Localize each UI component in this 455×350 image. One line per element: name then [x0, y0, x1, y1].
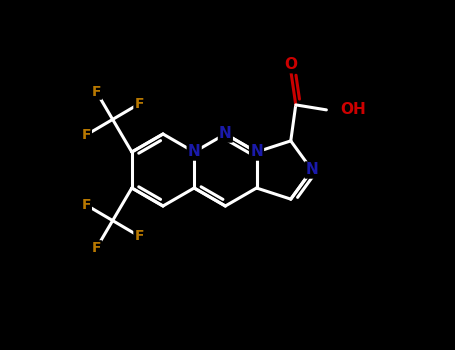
Text: OH: OH — [340, 103, 366, 117]
Text: N: N — [306, 162, 318, 177]
Text: F: F — [91, 241, 101, 255]
Text: O: O — [284, 57, 297, 72]
Text: F: F — [81, 128, 91, 142]
Text: F: F — [134, 229, 144, 243]
Text: N: N — [250, 145, 263, 160]
Text: F: F — [91, 85, 101, 99]
Text: N: N — [219, 126, 232, 141]
Text: N: N — [188, 145, 201, 160]
Text: F: F — [81, 198, 91, 212]
Text: F: F — [134, 97, 144, 111]
